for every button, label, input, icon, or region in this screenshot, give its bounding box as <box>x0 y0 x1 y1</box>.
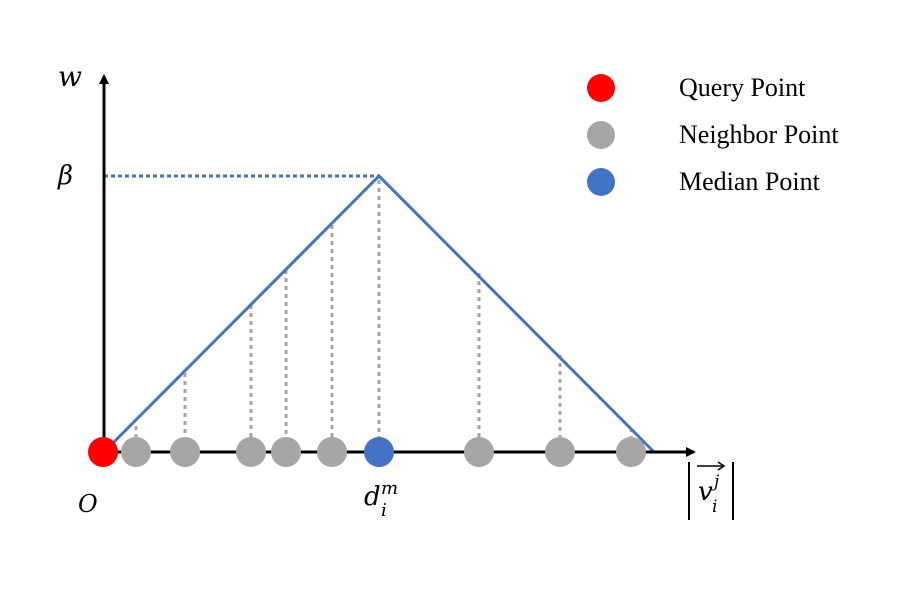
svg-text:v: v <box>698 477 713 507</box>
svg-text:m: m <box>381 478 398 499</box>
neighbor-point <box>464 437 494 467</box>
legend: Query Point Neighbor Point Median Point <box>587 73 839 196</box>
origin-label: O <box>78 490 98 518</box>
neighbor-point <box>121 437 151 467</box>
y-axis-label: w <box>58 60 82 93</box>
median-label: d i m <box>364 478 398 521</box>
svg-text:i: i <box>712 497 717 517</box>
neighbor-point <box>317 437 347 467</box>
svg-text:i: i <box>381 500 387 521</box>
neighbor-points <box>121 437 646 467</box>
drop-lines <box>134 180 633 452</box>
legend-query-label: Query Point <box>679 73 806 102</box>
svg-text:j: j <box>710 472 720 492</box>
legend-median-label: Median Point <box>679 167 821 196</box>
legend-query-swatch <box>587 74 615 102</box>
x-axis-label: v i j <box>688 461 734 520</box>
neighbor-point <box>271 437 301 467</box>
neighbor-point <box>236 437 266 467</box>
legend-median-swatch <box>587 168 615 196</box>
legend-neighbor-label: Neighbor Point <box>679 120 839 149</box>
neighbor-point <box>170 437 200 467</box>
neighbor-point <box>616 437 646 467</box>
neighbor-point <box>545 437 575 467</box>
legend-neighbor-swatch <box>587 121 615 149</box>
query-point <box>88 437 118 467</box>
svg-text:d: d <box>364 482 381 512</box>
beta-label: β <box>57 161 73 191</box>
median-point <box>364 437 394 467</box>
weight-function-line <box>102 173 656 454</box>
